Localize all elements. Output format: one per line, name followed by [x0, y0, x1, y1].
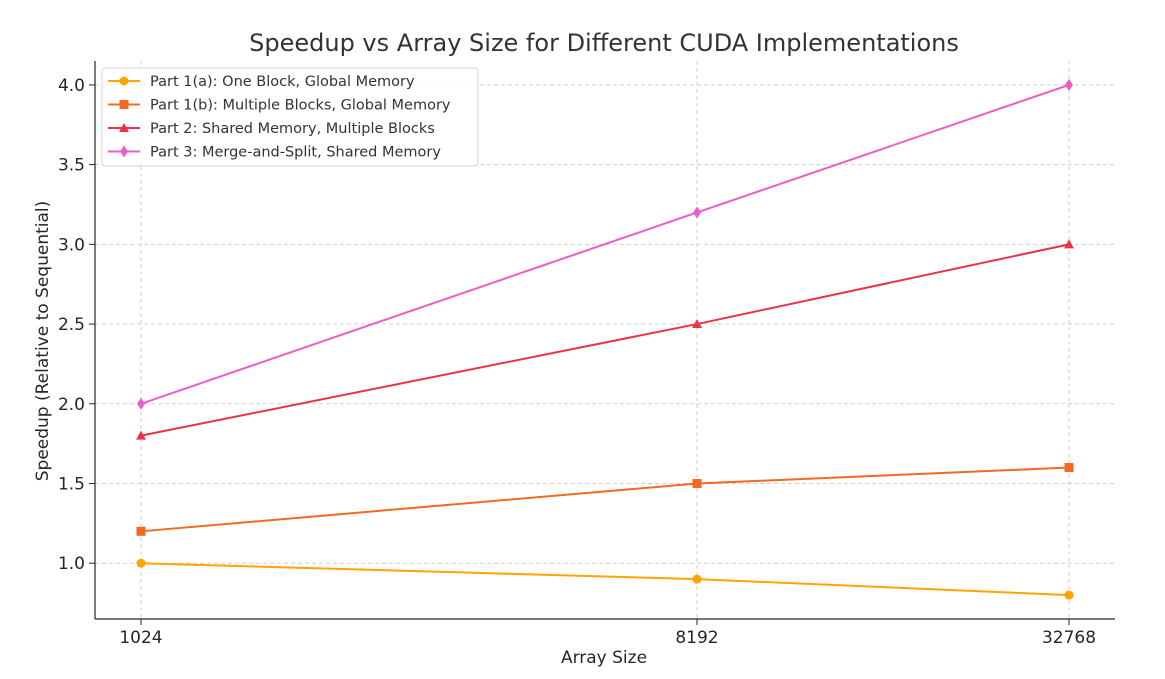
series-line	[140, 562, 1070, 597]
data-point-diamond	[137, 397, 145, 410]
data-point-circle	[119, 76, 129, 86]
legend-label: Part 1(a): One Block, Global Memory	[150, 74, 415, 90]
series-layer	[136, 78, 1074, 600]
data-point-circle	[1064, 590, 1074, 600]
y-tick-label: 2.5	[58, 315, 85, 335]
y-axis-label: Speedup (Relative to Sequential)	[33, 201, 53, 482]
legend-item: Part 3: Merge-and-Split, Shared Memory	[108, 145, 441, 161]
axes	[89, 61, 1115, 625]
series-line	[140, 243, 1070, 437]
y-tick-label: 4.0	[58, 76, 85, 96]
legend-box	[101, 67, 479, 167]
series-4	[137, 78, 1073, 410]
legend-label: Part 1(b): Multiple Blocks, Global Memor…	[150, 98, 451, 114]
series-1	[136, 558, 1074, 600]
x-tick-label: 8192	[675, 628, 718, 648]
legend-item: Part 1(a): One Block, Global Memory	[108, 74, 415, 90]
data-point-square	[1064, 463, 1074, 473]
y-tick-label: 3.5	[58, 156, 85, 176]
data-point-square	[692, 478, 702, 488]
data-point-diamond	[1065, 78, 1073, 91]
data-point-diamond	[120, 145, 128, 158]
data-point-diamond	[693, 206, 701, 219]
legend-item: Part 1(b): Multiple Blocks, Global Memor…	[108, 98, 451, 114]
y-tick-label: 1.0	[58, 554, 85, 574]
x-axis-label: Array Size	[561, 648, 647, 668]
x-tick-label: 32768	[1042, 628, 1096, 648]
legend: Part 1(a): One Block, Global Memory Part …	[101, 67, 479, 167]
series-3	[136, 239, 1074, 440]
chart-title: Speedup vs Array Size for Different CUDA…	[249, 29, 959, 57]
legend-label: Part 2: Shared Memory, Multiple Blocks	[150, 121, 435, 137]
data-point-triangle	[136, 430, 146, 440]
series-2	[136, 463, 1074, 536]
series-line	[140, 466, 1070, 533]
data-point-triangle	[1064, 239, 1074, 249]
legend-label: Part 3: Merge-and-Split, Shared Memory	[150, 145, 441, 161]
x-tick-label: 1024	[119, 628, 162, 648]
data-point-triangle	[692, 319, 702, 329]
legend-item: Part 2: Shared Memory, Multiple Blocks	[108, 121, 435, 137]
y-tick-label: 2.0	[58, 395, 85, 415]
data-point-circle	[136, 558, 146, 568]
data-point-triangle	[119, 123, 129, 132]
data-point-circle	[692, 574, 702, 584]
y-tick-label: 3.0	[58, 235, 85, 255]
y-tick-label: 1.5	[58, 474, 85, 494]
data-point-square	[136, 526, 146, 536]
tick-labels: 1.0 1.5 2.0 2.5 3.0 3.5 4.0 1024 8192 32768	[58, 76, 1096, 648]
data-point-square	[119, 100, 129, 109]
